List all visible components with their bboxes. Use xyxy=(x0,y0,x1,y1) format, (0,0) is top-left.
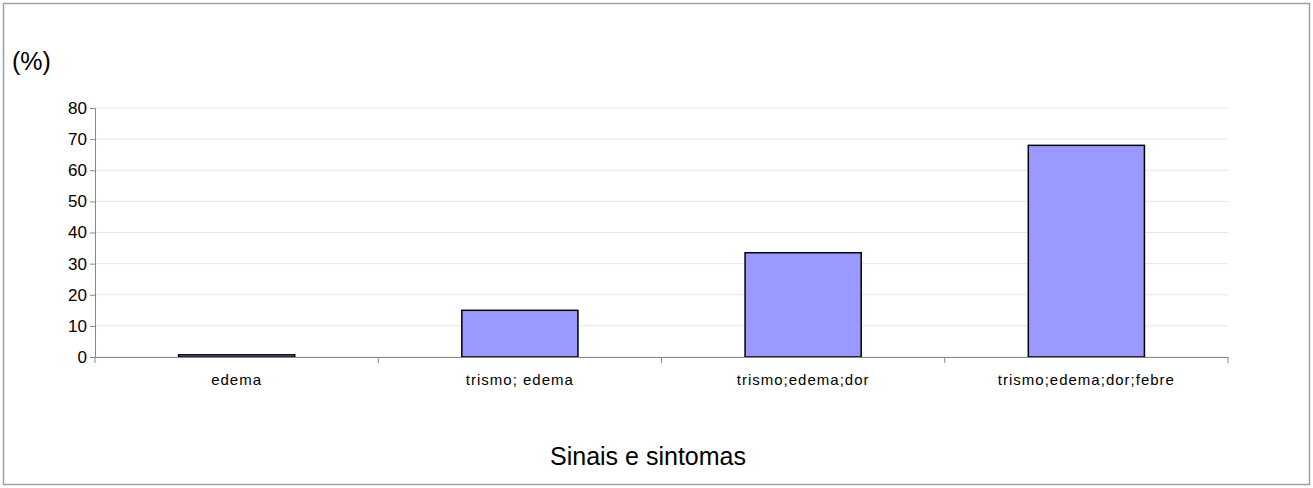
grid xyxy=(95,108,1228,357)
y-tick: 10 xyxy=(68,317,95,336)
chart: 0 10 20 30 40 50 60 70 80 edema trismo; edema trism… xyxy=(0,0,1313,488)
y-tick: 60 xyxy=(68,161,95,180)
y-tick-mark xyxy=(90,170,95,171)
y-tick: 0 xyxy=(78,348,95,367)
y-tick-label: 0 xyxy=(78,348,87,367)
x-tick-label: trismo;edema;dor;febre xyxy=(998,371,1175,388)
bar xyxy=(179,355,295,357)
x-separator xyxy=(378,357,379,363)
x-separator xyxy=(944,357,945,363)
plot: 0 10 20 30 40 50 60 70 80 edema trismo; edema trism… xyxy=(68,99,1228,388)
y-tick-label: 50 xyxy=(68,192,87,211)
x-axis-title: Sinais e sintomas xyxy=(550,442,746,470)
grid-line xyxy=(95,139,1228,140)
y-tick: 30 xyxy=(68,255,95,274)
x-axis: edema trismo; edema trismo;edema;dor trismo… xyxy=(96,357,1229,388)
y-tick-label: 40 xyxy=(68,223,87,242)
y-tick-label: 10 xyxy=(68,317,87,336)
y-tick: 50 xyxy=(68,192,95,211)
grid-line xyxy=(95,108,1228,109)
y-tick-label: 60 xyxy=(68,161,87,180)
y-tick-mark xyxy=(90,357,95,358)
y-tick-mark xyxy=(90,139,95,140)
bar xyxy=(1028,145,1144,357)
bars xyxy=(179,145,1145,357)
x-separator xyxy=(95,357,96,363)
x-separator xyxy=(1228,357,1229,363)
y-tick-mark xyxy=(90,326,95,327)
y-tick-mark xyxy=(90,233,95,234)
y-tick: 80 xyxy=(68,99,95,118)
y-tick-mark xyxy=(90,295,95,296)
x-tick-label: edema xyxy=(211,371,262,388)
y-axis: 0 10 20 30 40 50 60 70 80 xyxy=(68,99,95,367)
frame xyxy=(4,4,1310,485)
bar xyxy=(462,310,578,357)
y-axis-line xyxy=(90,109,96,358)
x-tick: edema xyxy=(211,357,262,388)
y-axis-title: (%) xyxy=(12,47,51,75)
x-tick: trismo; edema xyxy=(466,357,574,388)
x-separator xyxy=(661,357,662,363)
x-tick: trismo;edema;dor xyxy=(737,357,870,388)
y-tick: 20 xyxy=(68,286,95,305)
y-tick-label: 30 xyxy=(68,255,87,274)
x-tick-label: trismo;edema;dor xyxy=(737,371,870,388)
y-tick: 70 xyxy=(68,130,95,149)
y-tick-label: 80 xyxy=(68,99,87,118)
y-tick-mark xyxy=(90,108,95,109)
y-tick-label: 70 xyxy=(68,130,87,149)
bar xyxy=(745,253,861,357)
y-tick-label: 20 xyxy=(68,286,87,305)
x-separators xyxy=(95,357,1228,363)
y-tick-mark xyxy=(90,264,95,265)
y-tick-mark xyxy=(90,201,95,202)
x-tick-label: trismo; edema xyxy=(466,371,574,388)
x-tick: trismo;edema;dor;febre xyxy=(998,357,1175,388)
y-tick: 40 xyxy=(68,223,95,242)
